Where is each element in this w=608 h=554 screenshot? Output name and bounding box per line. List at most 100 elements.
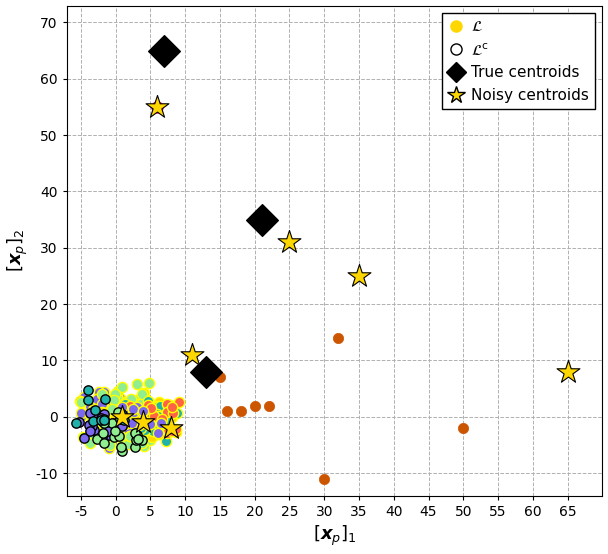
Point [127,418,137,427]
Point [134,427,144,435]
Point [76,409,86,418]
Point [92,434,102,443]
Point [108,394,117,403]
Point [145,407,155,416]
Point [140,413,150,422]
Point [137,409,147,418]
Point [130,404,139,413]
Point [143,427,153,436]
Point [110,409,120,418]
Point [148,427,157,436]
Point [80,434,89,443]
Point [103,420,113,429]
Point [133,421,143,430]
Point [89,406,98,414]
Point [122,412,131,421]
Point [97,433,107,442]
Point [86,409,95,418]
Point [187,350,197,359]
Point [133,409,142,418]
Point [138,416,148,424]
Point [105,430,114,439]
Point [139,394,149,403]
Point [132,430,142,439]
Point [134,402,144,411]
Point [100,438,109,447]
Point [116,399,126,408]
Point [146,418,156,427]
Point [136,434,145,443]
Point [172,409,182,418]
Point [134,432,143,441]
Point [154,430,164,439]
Point [117,407,127,416]
Point [90,409,100,418]
Point [137,406,147,415]
Point [101,414,111,423]
Point [112,421,122,430]
Point [91,418,101,427]
Point [162,408,171,417]
Point [143,406,153,415]
Point [91,427,100,436]
Point [167,403,177,412]
Point [137,436,147,445]
Point [131,424,141,433]
Point [127,404,137,413]
Point [131,409,140,418]
Point [112,422,122,430]
Point [78,411,88,419]
Point [123,434,133,443]
Point [139,413,148,422]
Point [114,414,123,423]
Point [158,411,168,420]
Point [150,416,159,424]
Point [124,420,134,429]
Point [150,404,160,413]
Point [97,399,107,408]
Point [108,401,117,410]
Point [92,396,102,404]
Point [117,403,127,412]
Point [104,400,114,409]
Point [100,414,109,423]
Point [126,394,136,403]
Point [83,396,92,404]
Point [140,425,150,434]
Point [121,432,131,441]
Point [123,419,133,428]
Point [134,420,143,429]
Point [116,419,126,428]
Point [458,424,468,433]
Point [129,404,139,413]
Point [110,413,120,422]
Point [116,399,125,408]
Point [125,421,134,430]
Point [142,419,152,428]
Point [135,406,145,414]
Point [115,406,125,414]
Point [95,412,105,421]
Point [134,410,143,419]
Legend: $\mathcal{L}$, $\mathcal{L}^\mathrm{c}$, True centroids, Noisy centroids: $\mathcal{L}$, $\mathcal{L}^\mathrm{c}$,… [442,13,595,109]
Point [97,408,107,417]
Point [123,402,133,411]
Point [124,409,134,418]
Point [257,215,266,224]
Point [128,403,137,412]
Point [119,408,129,417]
Point [222,407,232,416]
Point [143,422,153,430]
Point [129,422,139,431]
Point [109,407,119,416]
Point [125,426,135,435]
Point [136,403,146,412]
Point [111,403,120,412]
Point [113,408,123,417]
Point [95,401,105,409]
Point [132,404,142,413]
Point [147,433,156,442]
Point [354,271,364,280]
Point [113,412,123,421]
Point [143,435,153,444]
